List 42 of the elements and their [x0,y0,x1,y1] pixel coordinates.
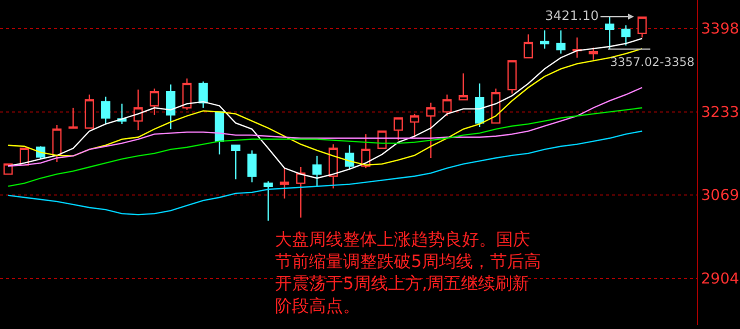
candlestick [231,144,240,180]
candlestick [134,88,143,131]
candlestick [101,96,110,125]
annotation: 3357.02-3358 [610,55,694,69]
candlestick [328,144,338,189]
candlestick [247,150,257,183]
candlestick [264,180,273,222]
candlestick [621,24,631,46]
candlestick [280,167,290,200]
y-tick-label: 2904 [701,270,740,288]
candlestick [312,155,322,187]
candlestick [52,124,62,163]
line-series [7,86,643,167]
candlestick [604,16,614,50]
candlestick [572,36,582,58]
candlestick [68,107,78,129]
candlestick [524,34,533,58]
annotation: 3421.10 [545,9,599,24]
candlestick [4,163,13,175]
candlestick [491,88,500,124]
annotation: 大盘周线整体上涨趋势良好。国庆节前缩量调整跌破5周均线，节后高开震荡于5周线上方,周五继续刷新阶段高点。 [275,230,541,316]
candlestick [442,94,452,117]
candlestick [556,30,566,54]
candlestick [638,16,647,38]
y-tick-label: 3069 [701,186,740,204]
candlestick [426,102,436,159]
line-series [7,107,643,187]
y-tick-label: 3398 [701,20,740,38]
candlestick [198,80,208,108]
candlestick [458,72,468,100]
candlestick [296,166,306,218]
candlestick [150,88,160,116]
candlestick [540,30,550,50]
line-series [7,130,643,216]
candlestick [474,82,484,128]
candlestick [507,60,517,94]
candlestick [182,78,192,110]
y-tick-label: 3233 [701,103,740,122]
candlestick [84,94,94,129]
candlestick [410,113,420,138]
candlestick [166,84,176,130]
candlestick [394,117,403,141]
